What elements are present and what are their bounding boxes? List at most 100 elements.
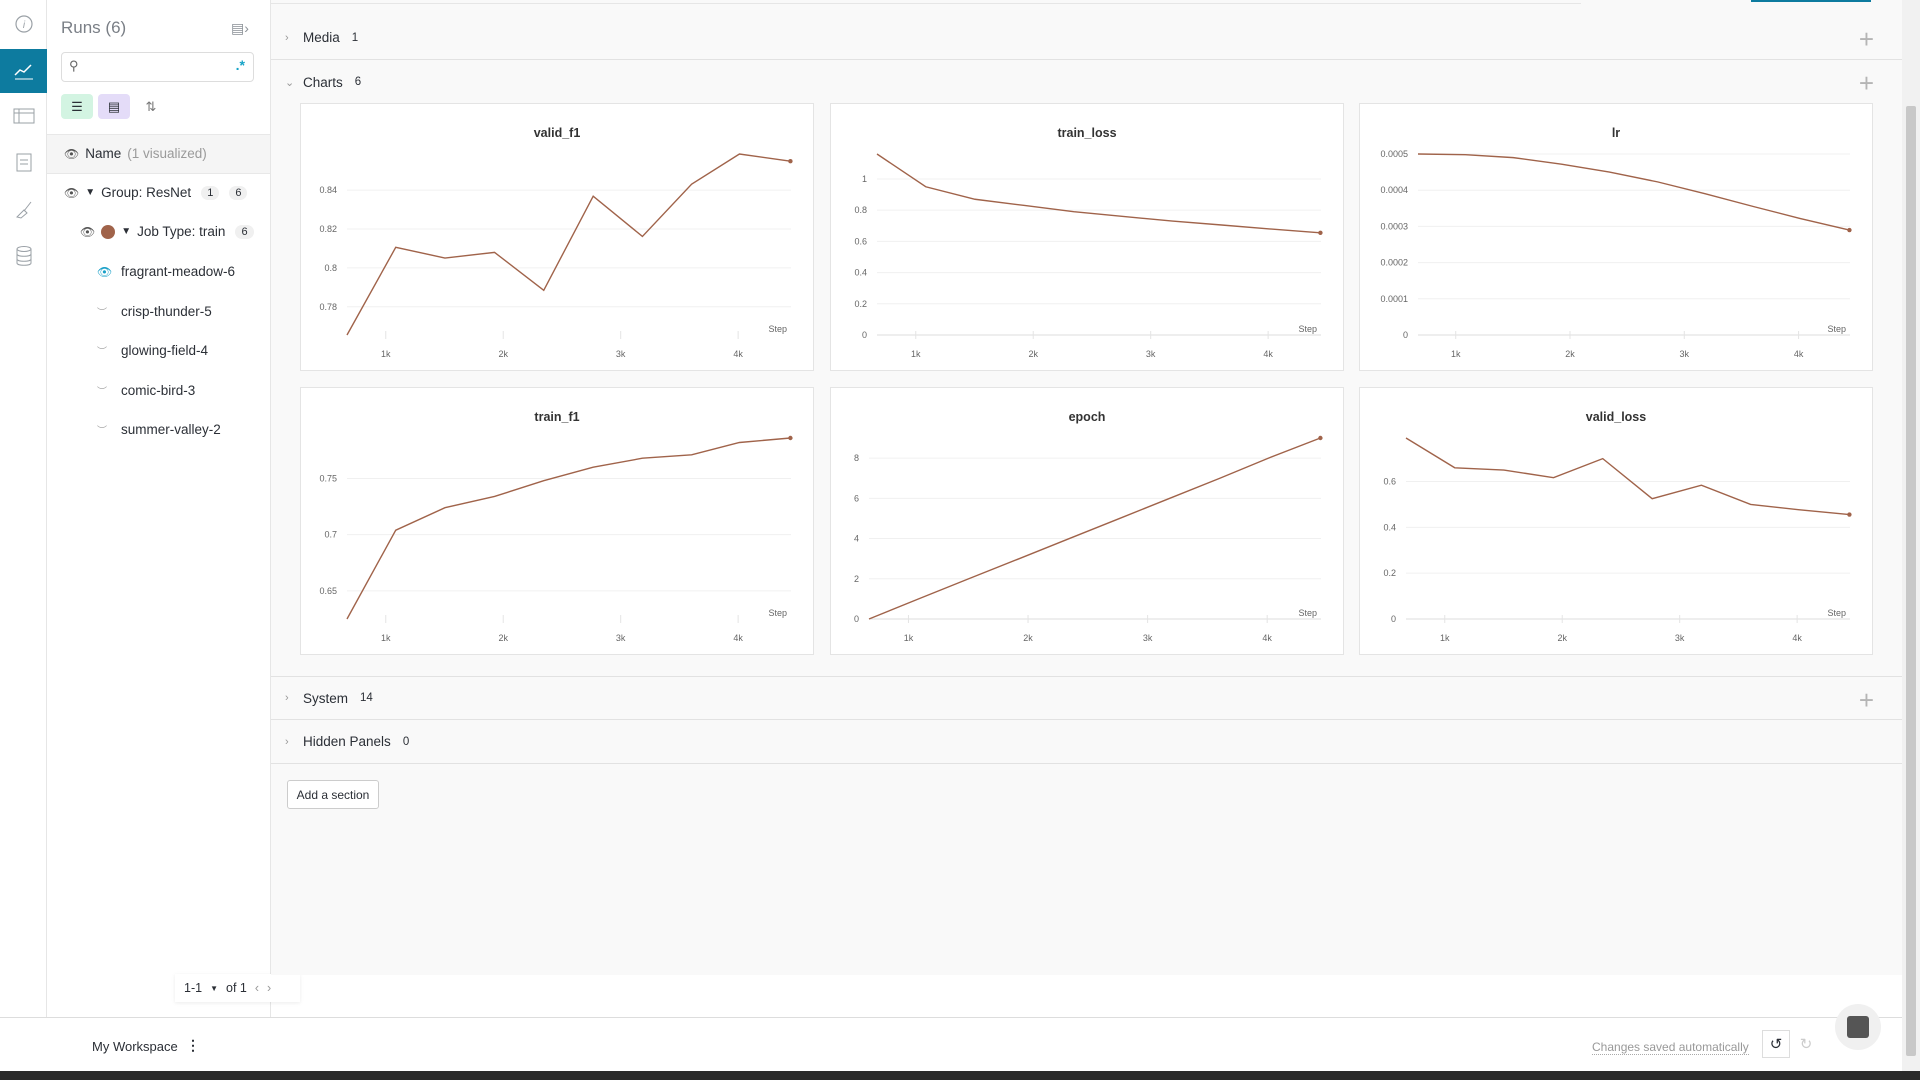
- x-tick-label: 4k: [733, 349, 743, 359]
- artifacts-icon[interactable]: [0, 234, 47, 278]
- chevron-right-icon: ›: [285, 692, 289, 704]
- chart-panel-epoch[interactable]: epoch 0 2 4 6 8 1k 2k 3k 4k Step: [830, 387, 1344, 655]
- info-icon[interactable]: i: [0, 2, 47, 46]
- eye-closed-icon[interactable]: ︶: [97, 347, 107, 358]
- scrollbar[interactable]: [1902, 0, 1920, 1071]
- group-button[interactable]: ▤: [98, 94, 130, 119]
- section-label: System: [303, 690, 349, 706]
- chart-plot: 0.65 0.7 0.75 1k 2k 3k 4k Step: [319, 435, 793, 643]
- sort-button[interactable]: ⇅: [135, 94, 167, 119]
- add-section-button[interactable]: Add a section: [287, 780, 379, 809]
- filter-button[interactable]: ☰: [61, 94, 93, 119]
- y-tick-label: 4: [854, 534, 859, 544]
- job-type-row[interactable]: 👁 ▼ Job Type: train 6: [80, 224, 254, 239]
- section-system[interactable]: › System 14 +: [271, 676, 1902, 720]
- run-color-dot[interactable]: [101, 224, 116, 239]
- series-line: [868, 437, 1321, 620]
- x-tick-label: 1k: [381, 349, 391, 359]
- report-icon[interactable]: [0, 140, 47, 184]
- y-tick-label: 0: [854, 614, 859, 624]
- eye-closed-icon[interactable]: ︶: [97, 307, 107, 319]
- eye-closed-icon[interactable]: ︶: [97, 386, 107, 398]
- chart-panel-train_f1[interactable]: train_f1 0.65 0.7 0.75 1k 2k 3k 4k Step: [300, 387, 814, 655]
- add-panel-icon[interactable]: +: [1858, 685, 1874, 715]
- y-tick-label: 0.8: [324, 263, 337, 273]
- x-tick-label: 3k: [1680, 349, 1690, 359]
- undo-button[interactable]: ↺: [1762, 1030, 1790, 1058]
- search-input[interactable]: ⚲ .*: [61, 52, 254, 82]
- run-item[interactable]: ︶ crisp-thunder-5: [97, 304, 212, 319]
- chart-panel-lr[interactable]: lr 0 0.0001 0.0002 0.0003 0.0004 0.0005 1k 2k 3k 4…: [1359, 103, 1873, 371]
- section-media[interactable]: › Media 1 +: [271, 16, 1902, 60]
- x-tick-label: 1k: [1440, 633, 1450, 643]
- x-tick-label: 2k: [498, 349, 508, 359]
- group-row[interactable]: 👁 ▼ Group: ResNet 1 6: [64, 185, 248, 200]
- chevron-right-icon: ›: [285, 735, 289, 748]
- chart-plot: 0 0.2 0.4 0.6 1k 2k 3k 4k Step: [1383, 437, 1852, 643]
- scrollbar-thumb[interactable]: [1906, 106, 1916, 1056]
- y-tick-label: 0: [1403, 330, 1408, 340]
- eye-icon[interactable]: 👁: [80, 224, 96, 239]
- add-panel-icon[interactable]: +: [1858, 68, 1874, 98]
- x-tick-label: 1k: [911, 349, 921, 359]
- section-charts[interactable]: ⌄ Charts 6 +: [271, 60, 1902, 104]
- x-axis-label: Step: [1827, 608, 1846, 618]
- workspace-name[interactable]: My Workspace: [92, 1039, 178, 1054]
- count-badge: 6: [235, 224, 254, 239]
- redo-button[interactable]: ↻: [1799, 1036, 1813, 1053]
- chat-button[interactable]: [1835, 1004, 1881, 1050]
- chart-panel-train_loss[interactable]: train_loss 0 0.2 0.4 0.6 0.8 1 1k 2k 3k 4k Step: [830, 103, 1344, 371]
- x-tick-label: 4k: [1794, 349, 1804, 359]
- list-icon: ▤: [107, 98, 121, 114]
- caret-down-icon[interactable]: ▼: [85, 187, 96, 198]
- y-tick-label: 0.0001: [1380, 294, 1408, 304]
- section-count: 6: [354, 76, 362, 88]
- name-label: Name: [85, 146, 122, 161]
- visualized-badge: 1: [201, 185, 220, 200]
- data-point: [1318, 435, 1323, 441]
- chart-panel-valid_f1[interactable]: valid_f1 0.78 0.8 0.82 0.84 1k 2k 3k 4k Step: [300, 103, 814, 371]
- section-label: Hidden Panels: [303, 734, 391, 749]
- x-tick-label: 2k: [1557, 633, 1567, 643]
- add-panel-icon[interactable]: +: [1858, 24, 1874, 54]
- count-badge: 6: [229, 185, 248, 200]
- sweep-icon[interactable]: [0, 188, 47, 232]
- run-item[interactable]: ︶ glowing-field-4: [97, 343, 208, 358]
- run-item[interactable]: 👁 fragrant-meadow-6: [97, 264, 235, 279]
- runs-title: Runs (6): [61, 18, 127, 37]
- next-page-icon[interactable]: ›: [267, 981, 272, 995]
- y-tick-label: 0: [862, 330, 867, 340]
- data-point: [1847, 512, 1852, 517]
- chevron-down-icon: ⌄: [285, 76, 295, 89]
- section-count: 14: [360, 692, 373, 704]
- y-tick-label: 0.4: [854, 268, 867, 278]
- section-label: Charts: [303, 74, 343, 90]
- section-label: Media: [303, 30, 340, 45]
- more-options-icon[interactable]: ⋮: [186, 1037, 200, 1053]
- y-tick-label: 8: [854, 453, 859, 463]
- eye-icon[interactable]: 👁: [64, 185, 80, 200]
- run-item[interactable]: ︶ comic-bird-3: [97, 383, 195, 398]
- table-icon[interactable]: [0, 94, 47, 138]
- y-tick-label: 0.0003: [1380, 221, 1408, 231]
- run-item[interactable]: ︶ summer-valley-2: [97, 422, 221, 437]
- series-line: [346, 437, 791, 620]
- chart-title: epoch: [1068, 410, 1106, 424]
- x-tick-label: 1k: [904, 633, 914, 643]
- eye-closed-icon[interactable]: ︶: [97, 426, 107, 437]
- eye-icon[interactable]: 👁: [97, 264, 113, 279]
- expand-table-icon[interactable]: ▤›: [231, 20, 249, 36]
- caret-down-icon[interactable]: ▼: [121, 226, 132, 237]
- regex-toggle[interactable]: .*: [235, 57, 245, 73]
- eye-icon[interactable]: 👁: [64, 146, 80, 161]
- x-axis-label: Step: [1298, 324, 1317, 334]
- x-axis-label: Step: [768, 324, 787, 334]
- page-size-select[interactable]: 1-1: [184, 981, 203, 995]
- x-tick-label: 2k: [1023, 633, 1033, 643]
- prev-page-icon[interactable]: ‹: [254, 981, 260, 995]
- chart-panel-valid_loss[interactable]: valid_loss 0 0.2 0.4 0.6 1k 2k 3k 4k Step: [1359, 387, 1873, 655]
- section-hidden-panels[interactable]: › Hidden Panels 0: [271, 720, 1902, 764]
- save-status: Changes saved automatically: [1592, 1040, 1749, 1055]
- charts-icon[interactable]: [0, 49, 47, 93]
- filter-icon: ☰: [71, 98, 83, 114]
